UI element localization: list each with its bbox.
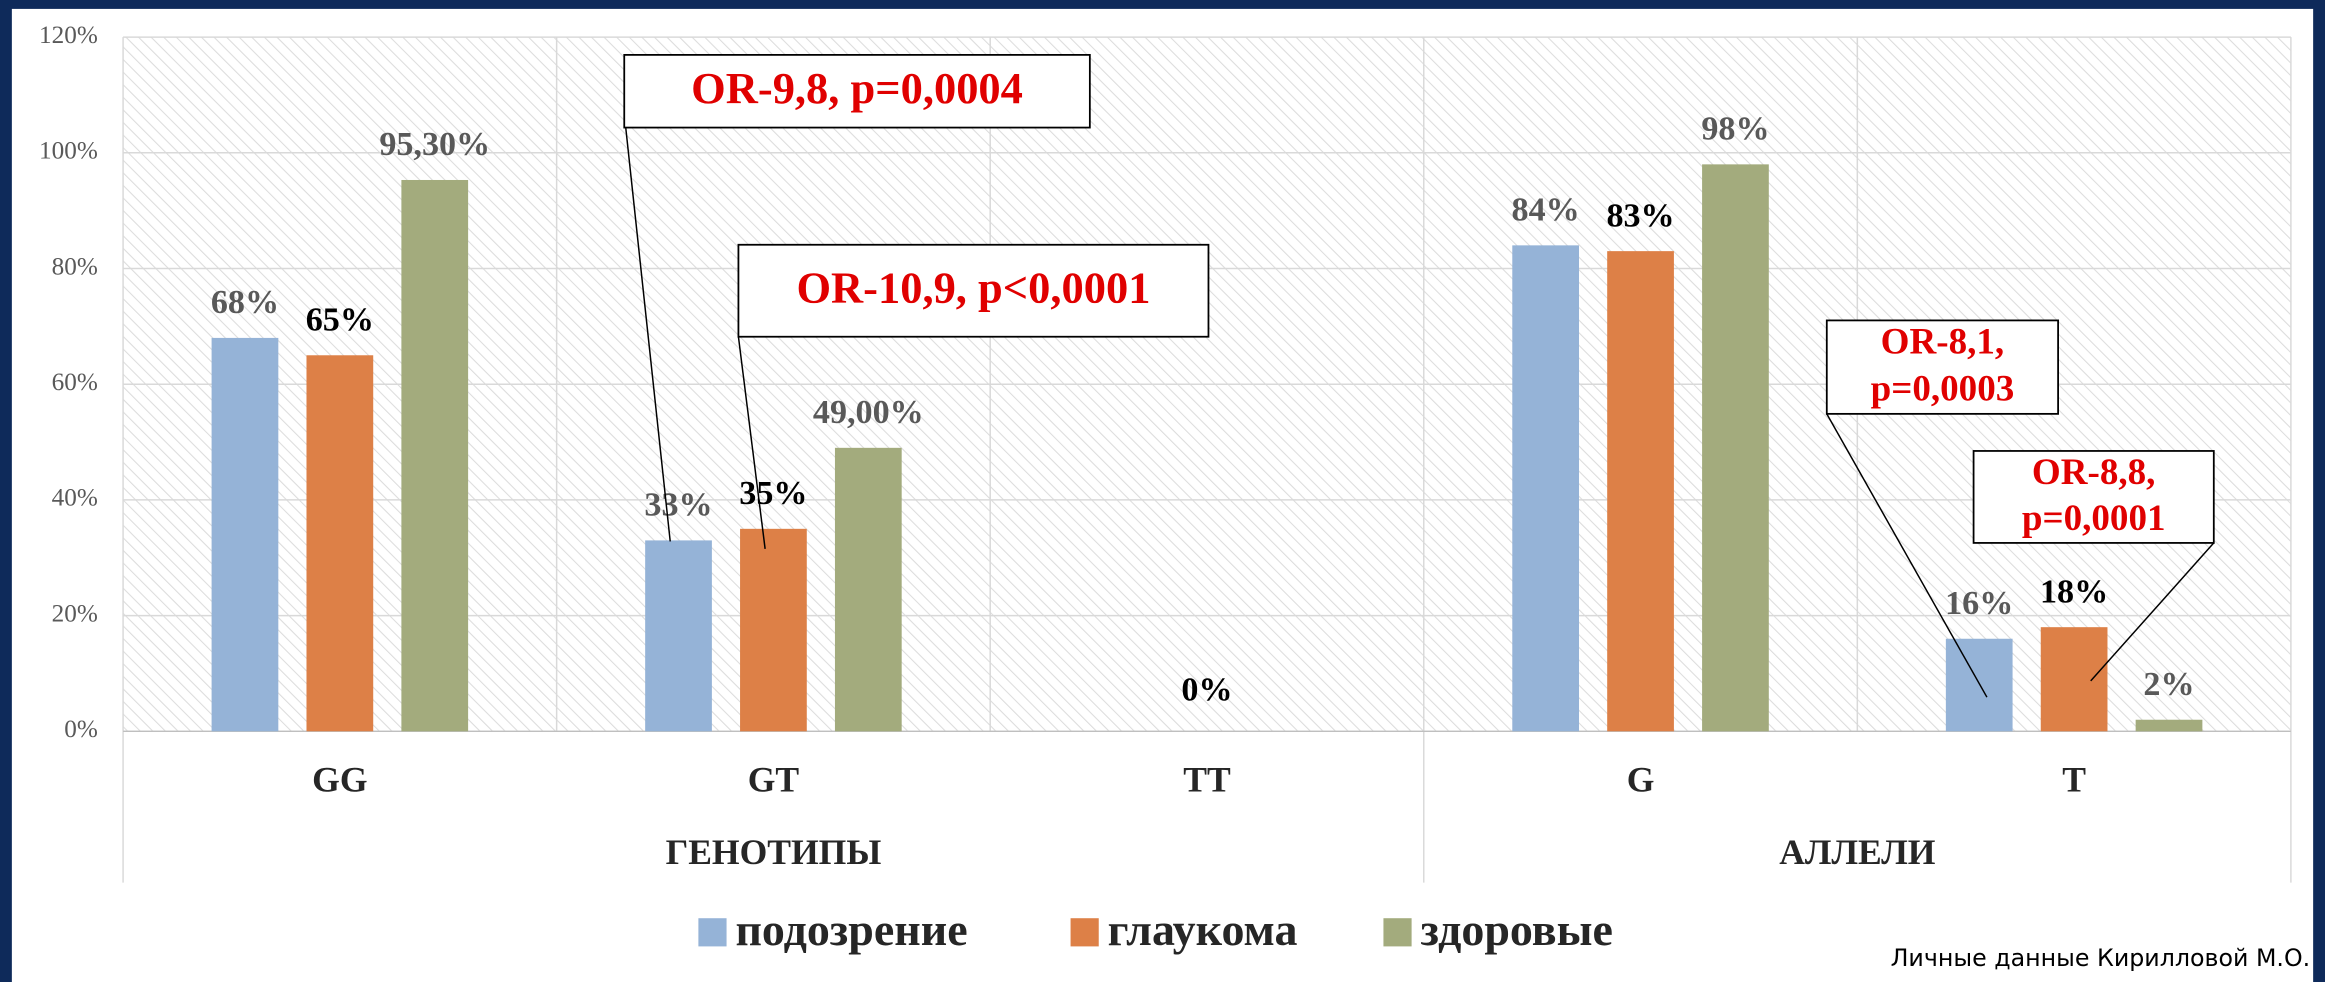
data-label: 49,00% xyxy=(813,394,924,431)
bar xyxy=(401,179,469,732)
x-tick-label: T xyxy=(2062,759,2086,799)
y-tick-label: 20% xyxy=(52,600,98,627)
annotation-leader xyxy=(624,127,671,542)
bar xyxy=(1512,245,1580,732)
annotation-box xyxy=(737,243,1210,338)
x-tick-label: G xyxy=(1627,759,1655,799)
legend-label: здоровые xyxy=(1421,904,1613,955)
annotation-text: OR-10,9, p<0,0001 xyxy=(796,262,1150,312)
bar xyxy=(2135,719,2203,732)
bar xyxy=(1702,164,1769,732)
annotation-box xyxy=(1825,319,2059,415)
legend-swatch xyxy=(698,918,727,947)
source-note: Личные данные Кирилловой М.О. xyxy=(1891,944,2311,972)
bar xyxy=(306,355,374,732)
data-label: 33% xyxy=(644,487,712,524)
bar xyxy=(645,540,712,732)
x-tick-label: TT xyxy=(1183,759,1231,799)
data-label: 18% xyxy=(2040,573,2108,610)
data-label: 35% xyxy=(739,475,807,512)
y-tick-label: 100% xyxy=(39,138,98,165)
data-label: 84% xyxy=(1512,192,1580,229)
y-tick-label: 120% xyxy=(39,22,98,49)
x-tick-label: GG xyxy=(312,759,367,799)
legend-label: подозрение xyxy=(735,904,967,955)
y-tick-label: 40% xyxy=(52,485,98,512)
annotation-text: p=0,0001 xyxy=(2022,498,2166,539)
annotation-text: OR-8,1, xyxy=(1881,322,2005,363)
annotation-leader xyxy=(1826,413,1988,698)
annotation-box xyxy=(1972,450,2215,544)
data-label: 16% xyxy=(1945,585,2013,622)
annotation-text: OR-8,8, xyxy=(2032,452,2156,493)
bar xyxy=(834,447,902,732)
group-label: АЛЛЕЛИ xyxy=(1779,832,1935,872)
bar xyxy=(2040,627,2108,732)
data-label: 0% xyxy=(1181,672,1232,709)
annotation-leader xyxy=(737,336,766,549)
annotation-box xyxy=(623,53,1091,129)
legend-label: глаукома xyxy=(1108,904,1298,955)
data-label: 95,30% xyxy=(379,126,490,163)
bar xyxy=(1607,251,1674,732)
data-label: 98% xyxy=(1701,111,1769,148)
y-tick-label: 0% xyxy=(64,716,98,743)
data-label: 68% xyxy=(211,284,279,321)
annotation-leader xyxy=(2090,542,2215,682)
data-label: 83% xyxy=(1606,197,1674,234)
annotation-text: OR-9,8, p=0,0004 xyxy=(691,63,1023,113)
annotation-text: p=0,0003 xyxy=(1871,368,2015,409)
y-tick-label: 60% xyxy=(52,369,98,396)
x-tick-label: GT xyxy=(748,759,800,799)
data-label: 65% xyxy=(306,301,374,338)
bar xyxy=(211,337,279,732)
bar xyxy=(740,528,807,732)
legend-swatch xyxy=(1070,918,1099,947)
group-label: ГЕНОТИПЫ xyxy=(666,832,882,872)
y-tick-label: 80% xyxy=(52,253,98,280)
legend-swatch xyxy=(1383,918,1412,947)
data-label: 2% xyxy=(2143,666,2194,703)
